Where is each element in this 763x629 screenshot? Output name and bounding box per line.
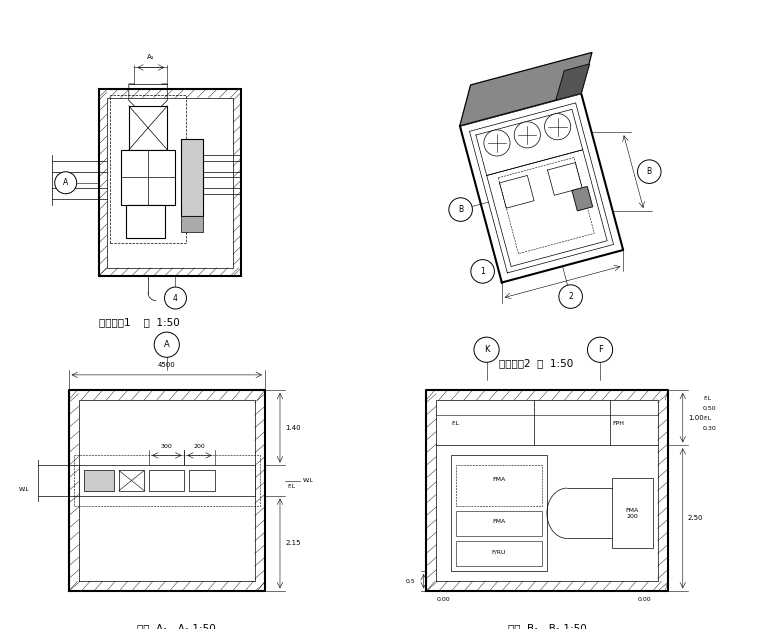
- Text: W.L: W.L: [18, 487, 29, 492]
- Text: FMA: FMA: [492, 520, 506, 525]
- Text: F.L: F.L: [452, 421, 459, 426]
- Bar: [79, 465, 255, 496]
- Text: 300: 300: [161, 444, 172, 449]
- Polygon shape: [572, 186, 593, 211]
- Text: F.L: F.L: [288, 484, 295, 489]
- Text: 空调机房2  ，  1:50: 空调机房2 ， 1:50: [499, 358, 574, 368]
- Text: 1: 1: [480, 267, 485, 276]
- Text: W.L: W.L: [303, 478, 314, 483]
- Circle shape: [559, 285, 582, 308]
- Text: F/RU: F/RU: [492, 550, 507, 555]
- Text: F.L: F.L: [703, 396, 711, 401]
- Bar: [119, 470, 144, 491]
- Text: 200: 200: [194, 444, 205, 449]
- Bar: [126, 204, 165, 238]
- Text: 0.5: 0.5: [406, 579, 416, 584]
- Bar: [613, 478, 652, 548]
- Bar: [74, 455, 260, 506]
- Bar: [456, 511, 542, 536]
- Text: F: F: [597, 345, 603, 354]
- Text: FPH: FPH: [613, 421, 624, 426]
- Text: B: B: [647, 167, 652, 176]
- Bar: [456, 465, 542, 506]
- Bar: [452, 455, 547, 571]
- Bar: [110, 95, 186, 243]
- Circle shape: [474, 337, 499, 362]
- Bar: [98, 89, 241, 276]
- Bar: [181, 216, 203, 232]
- Bar: [121, 150, 175, 204]
- Circle shape: [154, 332, 179, 357]
- Text: 空调机房1    ，  1:50: 空调机房1 ， 1:50: [99, 318, 180, 328]
- Text: 剖面  B₁—B₁ 1:50: 剖面 B₁—B₁ 1:50: [507, 623, 586, 629]
- Text: FMA
200: FMA 200: [626, 508, 639, 519]
- Bar: [456, 541, 542, 566]
- Text: 0.00: 0.00: [436, 598, 450, 603]
- Bar: [129, 106, 167, 150]
- Polygon shape: [460, 93, 623, 282]
- Text: 2: 2: [568, 292, 573, 301]
- Text: FMA: FMA: [492, 477, 506, 482]
- Bar: [181, 139, 203, 216]
- Text: 4: 4: [173, 294, 178, 303]
- Text: 0.30: 0.30: [703, 426, 716, 431]
- Text: 2.50: 2.50: [687, 515, 703, 521]
- Circle shape: [471, 260, 494, 283]
- Text: F.L: F.L: [703, 416, 711, 421]
- Polygon shape: [556, 64, 590, 100]
- Circle shape: [545, 114, 571, 140]
- Circle shape: [514, 122, 540, 148]
- Bar: [149, 470, 185, 491]
- Text: 1.00: 1.00: [687, 415, 703, 421]
- Circle shape: [588, 337, 613, 362]
- Circle shape: [165, 287, 186, 309]
- Text: A₁: A₁: [147, 54, 155, 60]
- Text: A: A: [63, 178, 69, 187]
- Bar: [189, 470, 214, 491]
- Text: 0.00: 0.00: [638, 598, 651, 603]
- Text: 剖面  A₁—A₁ 1:50: 剖面 A₁—A₁ 1:50: [137, 623, 216, 629]
- Text: 0.50: 0.50: [703, 406, 716, 411]
- Text: K: K: [484, 345, 489, 354]
- Text: 1.40: 1.40: [285, 425, 301, 431]
- Circle shape: [484, 130, 510, 156]
- Polygon shape: [460, 52, 592, 126]
- Text: 2.15: 2.15: [285, 540, 301, 547]
- Circle shape: [449, 198, 472, 221]
- Circle shape: [638, 160, 661, 184]
- Text: 4500: 4500: [158, 362, 175, 369]
- Text: B: B: [458, 205, 463, 214]
- Text: A: A: [164, 340, 169, 349]
- Circle shape: [55, 172, 76, 194]
- Bar: [107, 97, 233, 268]
- Bar: [84, 470, 114, 491]
